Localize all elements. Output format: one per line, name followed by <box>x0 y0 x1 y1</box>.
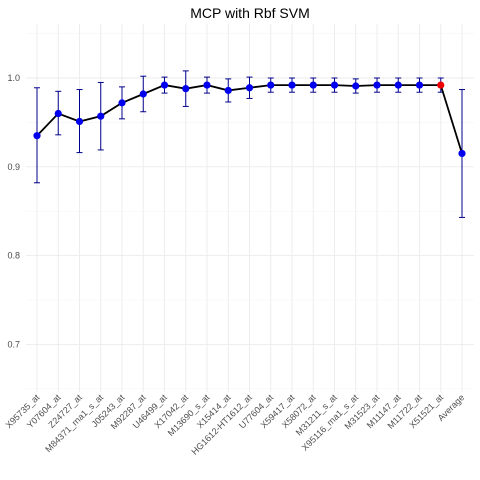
chart-title: MCP with Rbf SVM <box>190 5 310 21</box>
data-point <box>203 81 211 89</box>
data-point <box>33 132 41 140</box>
y-tick-label: 0.7 <box>7 339 20 349</box>
x-axis: X95735_atY07604_atZ24727_atM84371_rna1_s… <box>4 392 467 457</box>
data-point <box>394 81 402 89</box>
data-point <box>437 81 445 89</box>
y-tick-label: 0.8 <box>7 251 20 261</box>
data-point <box>182 85 190 93</box>
data-point <box>160 81 169 89</box>
data-point <box>118 99 126 107</box>
data-point <box>352 82 360 90</box>
data-point <box>330 81 339 89</box>
data-point <box>267 81 275 89</box>
data-point <box>458 149 466 158</box>
data-point <box>245 84 254 92</box>
data-point <box>309 81 317 89</box>
data-points <box>33 81 466 158</box>
data-point <box>224 86 232 95</box>
grid <box>26 24 474 392</box>
data-point <box>415 81 424 89</box>
data-point <box>97 112 105 120</box>
data-point <box>54 109 62 118</box>
data-point <box>373 81 381 89</box>
data-point <box>288 81 296 89</box>
y-axis: 0.7 0.8 0.9 1.0 <box>7 73 20 349</box>
y-tick-label: 0.9 <box>7 162 20 172</box>
data-point <box>139 90 147 98</box>
data-point <box>75 117 84 126</box>
y-tick-label: 1.0 <box>7 73 20 83</box>
